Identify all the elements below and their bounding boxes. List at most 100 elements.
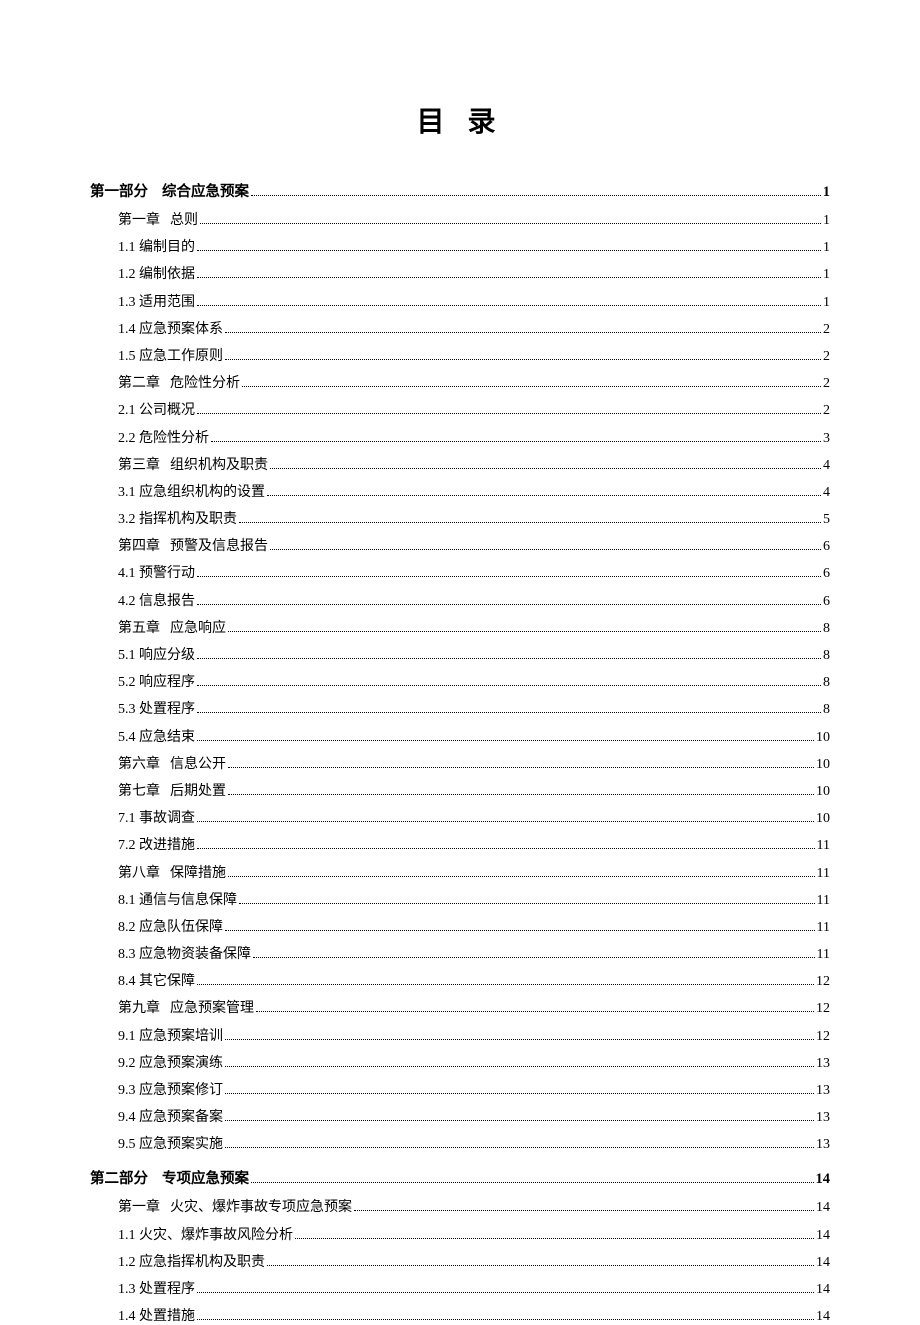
toc-page-number: 2 [823,403,830,419]
toc-dots [267,495,821,496]
toc-page-number: 1 [823,213,830,229]
toc-dots [197,712,821,713]
toc-page-number: 2 [823,349,830,365]
toc-dots [251,195,821,196]
toc-entry-row: 1.1 编制目的1 [90,236,830,256]
toc-dots [239,903,815,904]
toc-entry-label: 9.1 应急预案培训 [118,1025,223,1045]
toc-entry-label: 第四章预警及信息报告 [118,535,268,555]
toc-dots [225,930,815,931]
toc-page-number: 10 [816,730,830,746]
toc-entry-label: 4.1 预警行动 [118,562,195,582]
toc-entry-row: 5.1 响应分级8 [90,644,830,664]
toc-entry-row: 5.2 响应程序8 [90,671,830,691]
toc-page-number: 8 [823,648,830,664]
toc-entry-row: 1.4 处置措施14 [90,1305,830,1325]
toc-entry-row: 2.1 公司概况2 [90,399,830,419]
toc-dots [197,250,821,251]
toc-entry-label: 第五章应急响应 [118,617,226,637]
toc-part-label: 第一部分综合应急预案 [90,180,249,201]
toc-entry-row: 第六章信息公开 10 [90,753,830,773]
toc-dots [256,1011,814,1012]
toc-entry-label: 9.5 应急预案实施 [118,1133,223,1153]
toc-entry-row: 第九章应急预案管理12 [90,997,830,1017]
toc-entry-label: 第三章组织机构及职责 [118,454,268,474]
toc-part-label: 第二部分专项应急预案 [90,1167,249,1188]
toc-entry-label: 1.3 处置程序 [118,1278,195,1298]
toc-entry-row: 1.3 处置程序14 [90,1278,830,1298]
toc-dots [242,386,821,387]
toc-entry-row: 7.2 改进措施11 [90,834,830,854]
toc-entry-label: 第二章危险性分析 [118,372,240,392]
toc-entry-label: 第六章信息公开 [118,753,226,773]
toc-entry-row: 第二章危险性分析2 [90,372,830,392]
toc-entry-label: 1.2 应急指挥机构及职责 [118,1251,265,1271]
toc-page-number: 10 [816,757,830,773]
toc-entry-label: 1.4 应急预案体系 [118,318,223,338]
toc-container: 第一部分综合应急预案1第一章总则11.1 编制目的11.2 编制依据11.3 适… [90,180,830,1325]
toc-entry-label: 3.1 应急组织机构的设置 [118,481,265,501]
toc-entry-row: 9.5 应急预案实施13 [90,1133,830,1153]
toc-dots [197,685,821,686]
toc-entry-label: 8.1 通信与信息保障 [118,889,237,909]
toc-page-number: 1 [823,267,830,283]
toc-entry-label: 1.5 应急工作原则 [118,345,223,365]
toc-page-number: 4 [823,485,830,501]
toc-page-number: 10 [816,811,830,827]
toc-entry-label: 第一章总则 [118,209,198,229]
toc-entry-row: 3.1 应急组织机构的设置 4 [90,481,830,501]
toc-entry-label: 8.2 应急队伍保障 [118,916,223,936]
toc-entry-label: 第七章后期处置 [118,780,226,800]
toc-entry-label: 1.4 处置措施 [118,1305,195,1325]
toc-page-number: 11 [817,947,830,963]
toc-entry-label: 1.3 适用范围 [118,291,195,311]
toc-entry-label: 9.4 应急预案备案 [118,1106,223,1126]
toc-page-number: 8 [823,621,830,637]
toc-entry-label: 8.3 应急物资装备保障 [118,943,251,963]
toc-entry-label: 9.3 应急预案修订 [118,1079,223,1099]
toc-entry-label: 1.1 火灾、爆炸事故风险分析 [118,1224,293,1244]
toc-entry-row: 1.1 火灾、爆炸事故风险分析 14 [90,1224,830,1244]
toc-page-number: 10 [816,784,830,800]
toc-part-row: 第一部分综合应急预案1 [90,180,830,201]
toc-entry-row: 1.4 应急预案体系2 [90,318,830,338]
toc-page-number: 1 [823,295,830,311]
toc-entry-row: 第三章组织机构及职责4 [90,454,830,474]
toc-entry-row: 5.3 处置程序8 [90,698,830,718]
toc-page-number: 3 [823,431,830,447]
toc-entry-label: 1.2 编制依据 [118,263,195,283]
toc-dots [225,1120,814,1121]
toc-entry-label: 1.1 编制目的 [118,236,195,256]
toc-entry-row: 3.2 指挥机构及职责5 [90,508,830,528]
toc-entry-row: 1.2 编制依据 1 [90,263,830,283]
toc-dots [354,1210,814,1211]
toc-dots [228,876,815,877]
toc-page-number: 8 [823,702,830,718]
toc-dots [253,957,815,958]
toc-entry-label: 4.2 信息报告 [118,590,195,610]
toc-page-number: 11 [817,920,830,936]
toc-page-number: 6 [823,594,830,610]
toc-entry-label: 7.2 改进措施 [118,834,195,854]
toc-entry-label: 5.2 响应程序 [118,671,195,691]
toc-entry-label: 2.2 危险性分析 [118,427,209,447]
toc-entry-row: 9.2 应急预案演练13 [90,1052,830,1072]
toc-dots [225,332,821,333]
toc-title: 目 录 [90,100,830,140]
toc-dots [270,468,821,469]
toc-dots [197,984,814,985]
toc-entry-row: 1.3 适用范围 1 [90,291,830,311]
toc-page-number: 12 [816,1029,830,1045]
toc-entry-row: 1.2 应急指挥机构及职责14 [90,1251,830,1271]
toc-entry-row: 第七章后期处置 10 [90,780,830,800]
toc-entry-row: 第一章总则 1 [90,209,830,229]
toc-entry-row: 7.1 事故调查10 [90,807,830,827]
toc-dots [197,604,821,605]
toc-page-number: 6 [823,539,830,555]
toc-page-number: 14 [816,1228,830,1244]
toc-dots [267,1265,814,1266]
toc-entry-row: 8.4 其它保障12 [90,970,830,990]
toc-entry-row: 9.1 应急预案培训 12 [90,1025,830,1045]
toc-dots [295,1238,814,1239]
toc-dots [197,1319,814,1320]
